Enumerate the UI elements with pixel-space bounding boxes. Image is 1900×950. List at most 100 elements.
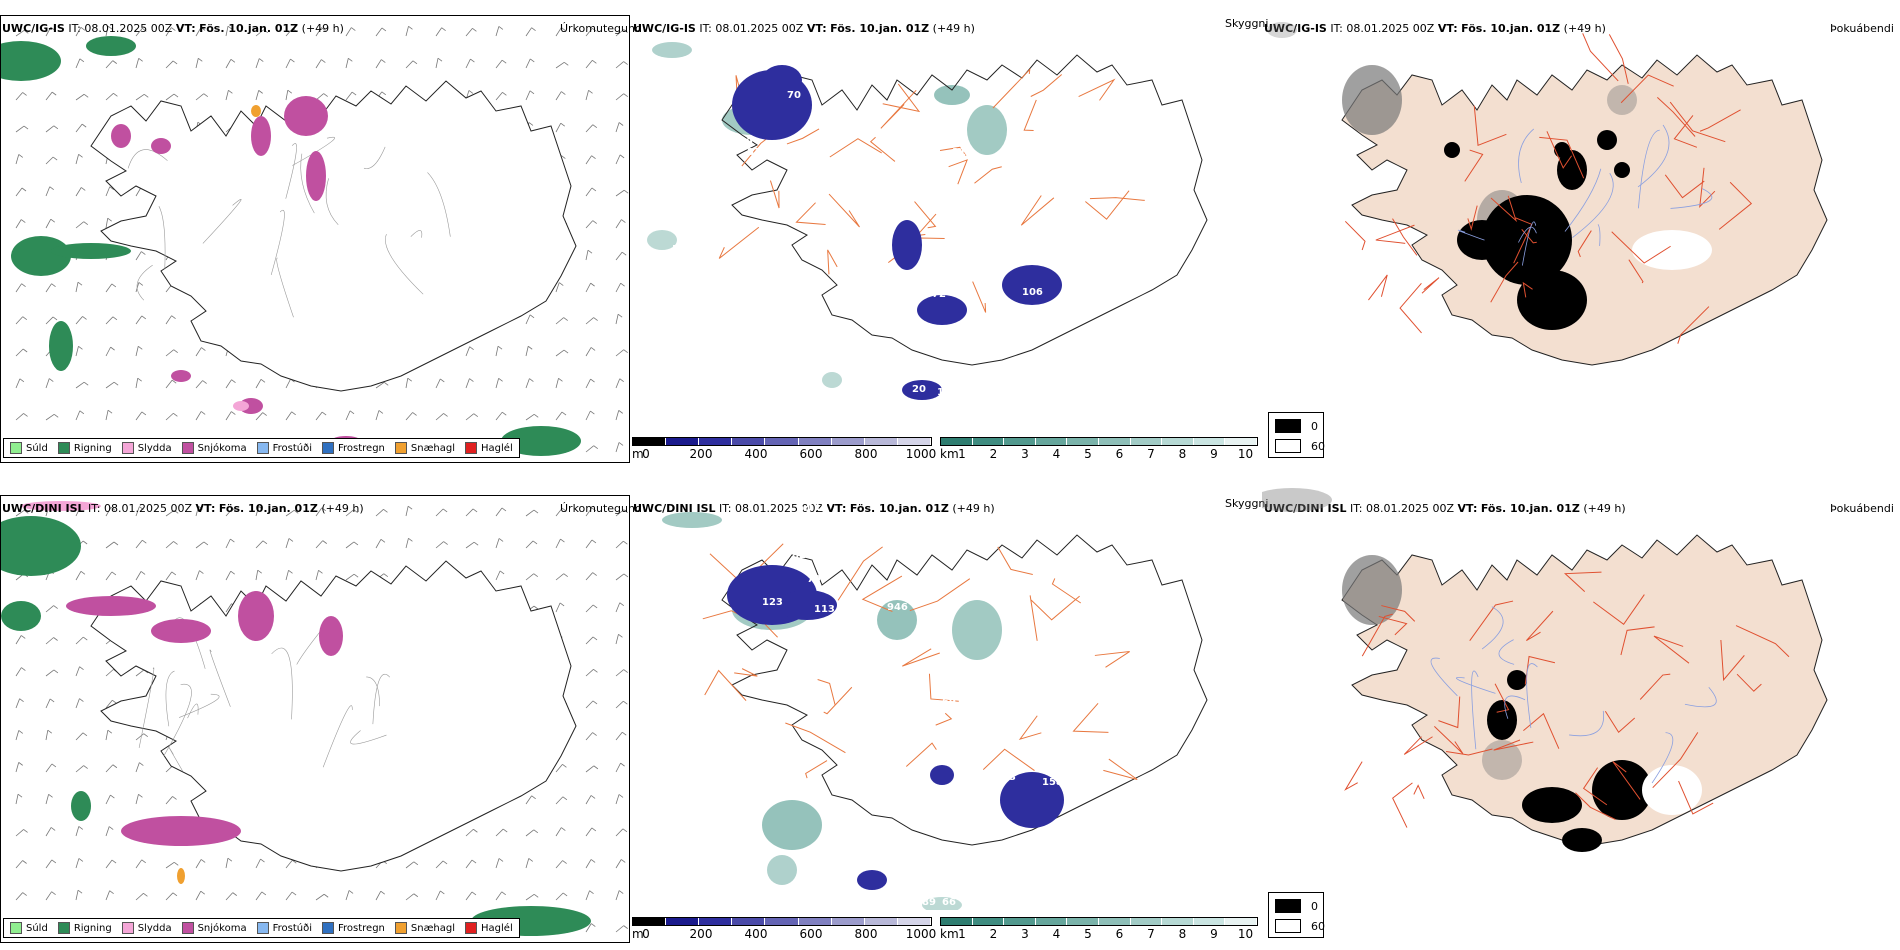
lead-time: (+49 h) [317,502,364,515]
wind-barb [345,58,349,69]
wind-barb-flag [561,827,566,831]
road-line [817,679,836,705]
wind-barb [255,540,264,549]
wind-barb-flag [620,762,625,767]
river-line [296,630,321,665]
wind-barb-flag [592,59,597,64]
fog-gray-area-patch [1342,555,1402,625]
wind-barb [315,540,324,549]
wind-barb-flag [618,442,624,446]
low-visibility-area-patch [767,855,797,885]
legend-item: Súld [10,922,48,934]
wind-barb-flag [321,27,326,31]
wind-barb-flag [441,27,446,32]
road-line [827,249,838,275]
fog-legend-row: 60 [1275,439,1325,453]
rain-area [1,36,581,456]
wind-barb [255,858,261,869]
road-line [829,138,882,158]
wind-barb [75,93,85,101]
road-line [786,128,820,145]
wind-barb [135,669,145,677]
wind-barb-flag [501,891,506,896]
precip-title: Úrkomutegund [560,22,642,35]
wind-barb-flag [50,26,56,31]
ceiling-value-label: 70 [787,90,801,101]
wind-barb [555,507,563,517]
panel-header: UWC/IG-IS IT: 08.01.2025 00Z VT: Fös. 10… [1264,22,1606,35]
road-line [902,648,940,667]
wind-barb [345,573,355,581]
visibility-colorbar-step [1225,918,1257,925]
road-line [805,760,828,779]
wind-barb [105,410,109,421]
wind-barb-flag [113,381,119,386]
legend-label: Snjókoma [197,442,247,454]
fog-black-area-patch [1592,760,1652,820]
road-line [1736,673,1762,692]
road-line [785,722,846,754]
river-line [1498,639,1515,665]
legend-item: Súld [10,442,48,454]
wind-barb-flag [407,377,412,382]
wind-barb-flag [442,508,448,513]
wind-barb-flag [53,605,58,609]
road-line [972,281,987,313]
wind-barb [435,541,444,549]
visibility-colorbar-step [1098,918,1131,925]
river-line [1504,695,1526,719]
wind-barb-flag [262,540,268,545]
wind-barb [375,410,380,421]
fog-gray-area-patch [1262,488,1332,512]
road-line [837,546,883,601]
snow-pellet-area-patch [251,105,261,117]
wind-barb [165,509,175,517]
wind-barb-flag [48,794,53,798]
wind-barb [15,667,22,677]
river-line [270,210,285,276]
ceiling-value-label: 735 [807,854,828,865]
legend-item: Slydda [121,442,172,454]
wind-barb [615,634,619,645]
river-line [276,257,294,318]
wind-barb-flag [77,281,83,286]
road-line [1392,218,1418,256]
it-value: 08.01.2025 00Z [715,22,804,35]
wind-barb [105,541,115,549]
cloud-title: Skyggni [1225,497,1269,510]
river-line [1456,677,1496,694]
river-line [427,172,451,237]
wind-barb-flag [592,700,598,705]
wind-barb-flag [18,762,23,766]
wind-barb-flag [79,410,85,415]
wind-barb-flag [112,316,118,321]
wind-barb [255,379,262,389]
fog-map [1262,488,1828,852]
wind-barb [105,26,109,37]
wind-barb-flag [561,91,566,95]
river-line [366,676,380,707]
road-line [1612,761,1641,800]
lead-time: (+49 h) [298,22,344,35]
road-line [1718,181,1753,230]
wind-barb [615,669,624,677]
wind-barb [135,315,143,325]
wind-barb [135,506,140,517]
wind-barb-flag [618,890,624,894]
wind-barb-flag [232,508,237,512]
wind-barb [165,796,173,805]
low-visibility-area-patch [967,105,1007,155]
visibility-tick: 1 [958,447,966,461]
wind-barb-flag [172,60,178,65]
road-line [704,669,747,701]
wind-barb-flag [591,507,597,512]
wind-barb-flag [228,89,233,94]
wind-barb-flag [262,412,267,416]
ceiling-value-label: 109 [937,387,958,398]
visibility-tick: 1 [958,927,966,941]
wind-barb [135,378,139,389]
wind-barb-flag [497,345,503,350]
wind-barb-flag [138,793,143,798]
wind-barb [45,378,50,389]
wind-barb-flag [381,27,387,32]
